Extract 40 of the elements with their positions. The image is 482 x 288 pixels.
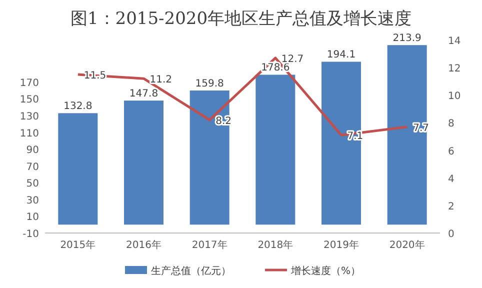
bar	[387, 45, 427, 225]
data-label: 147.8	[129, 88, 158, 100]
y-tick-label: 170	[20, 78, 39, 89]
y2-tick-label: 14	[448, 36, 461, 47]
y-tick-label: 110	[20, 128, 39, 140]
data-label: 159.8	[195, 78, 224, 90]
y2-tick-label: 2	[448, 201, 454, 212]
bar	[58, 113, 98, 225]
data-label: 194.1	[326, 50, 356, 61]
y2-tick-label: 6	[448, 146, 454, 158]
y2-tick-label: 12	[448, 64, 461, 75]
bar	[322, 62, 361, 225]
y-tick-label: 130	[20, 112, 39, 123]
y-tick-label: 150	[20, 94, 39, 106]
x-tick-label: 2017年	[192, 239, 228, 251]
y-tick-label: 10	[26, 212, 39, 224]
x-tick-label: 2019年	[324, 239, 359, 251]
legend-label: 增长速度（%）	[290, 265, 361, 277]
data-label: 132.8	[64, 101, 92, 112]
y-tick-label: 90	[26, 145, 39, 156]
bar	[190, 90, 230, 225]
y2-tick-label: 4	[448, 174, 454, 185]
y-tick-label: 30	[26, 195, 39, 206]
data-label: 12.7	[281, 54, 304, 65]
data-label: 11.2	[150, 74, 172, 86]
x-tick-label: 2016年	[126, 239, 162, 251]
bar	[124, 100, 164, 225]
y2-tick-label: 10	[448, 91, 461, 102]
x-tick-label: 2018年	[258, 239, 294, 251]
y2-tick-label: 0	[448, 229, 454, 240]
chart-title: 图1：2015-2020年地区生产总值及增长速度	[70, 9, 412, 29]
x-tick-label: 2020年	[389, 239, 425, 251]
bar	[256, 74, 296, 225]
legend-label: 生产总值（亿元）	[151, 265, 231, 277]
data-label: 213.9	[392, 33, 422, 44]
y-tick-label: 50	[26, 178, 39, 190]
x-tick-label: 2015年	[60, 239, 96, 251]
y-tick-label: -10	[22, 229, 39, 240]
y2-tick-label: 8	[448, 118, 454, 130]
y-tick-label: 70	[26, 162, 39, 173]
